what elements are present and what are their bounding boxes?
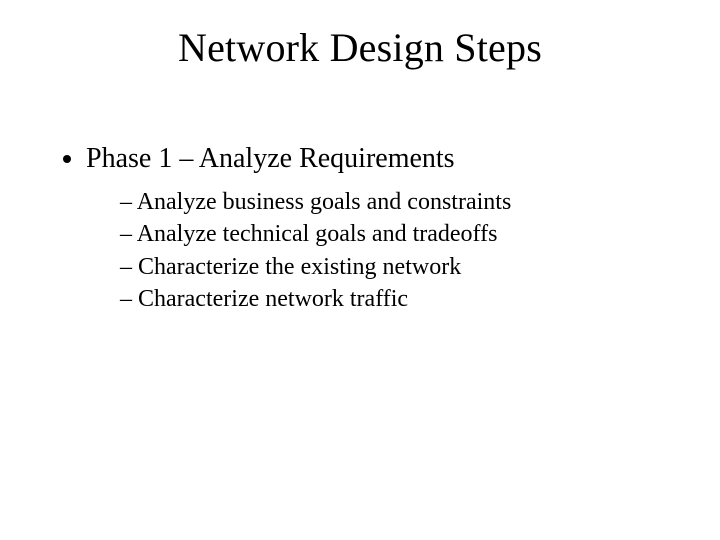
slide: Network Design Steps Phase 1 – Analyze R… — [0, 0, 720, 540]
list-item: Characterize the existing network — [120, 251, 662, 283]
list-item: Analyze technical goals and tradeoffs — [120, 218, 662, 250]
list-item: Analyze business goals and constraints — [120, 186, 662, 218]
phase-heading: Phase 1 – Analyze Requirements Analyze b… — [86, 140, 662, 315]
bullet-list-level2: Analyze business goals and constraints A… — [86, 186, 662, 316]
list-item: Characterize network traffic — [120, 283, 662, 315]
slide-body: Phase 1 – Analyze Requirements Analyze b… — [58, 140, 662, 321]
bullet-list-level1: Phase 1 – Analyze Requirements Analyze b… — [58, 140, 662, 315]
phase-heading-text: Phase 1 – Analyze Requirements — [86, 143, 455, 174]
slide-title: Network Design Steps — [0, 24, 720, 71]
